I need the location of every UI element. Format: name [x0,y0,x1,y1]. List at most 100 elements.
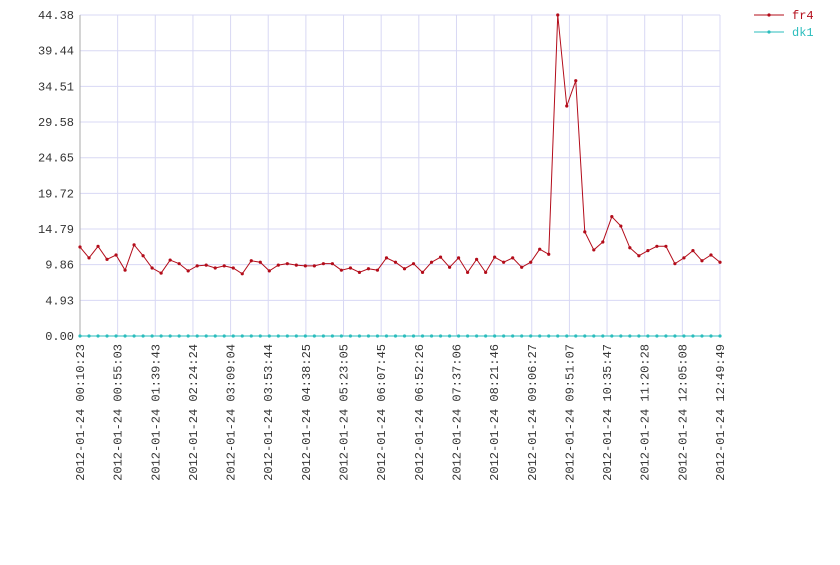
data-point [429,334,434,338]
data-point [511,334,515,338]
data-point [664,334,668,338]
data-point [673,334,677,338]
data-point [646,334,650,338]
data-point [330,334,334,338]
data-point [267,269,271,273]
data-point [502,334,506,338]
x-tick-label: 2012-01-24 04:38:25 [300,344,314,481]
data-point [682,334,686,338]
data-point [258,334,262,338]
legend-label: fr4 [792,9,814,23]
data-point [294,263,298,267]
data-point [502,260,506,264]
data-point [105,334,109,338]
data-point [222,264,226,268]
data-point [691,334,695,338]
data-point [303,264,307,268]
data-point [718,260,722,264]
data-point [114,253,118,257]
y-tick-label: 24.65 [38,152,74,166]
data-point [276,263,280,267]
data-point [132,334,136,338]
data-point [637,254,641,258]
y-tick-label: 19.72 [38,187,74,201]
data-point [240,334,244,338]
data-point [547,334,551,338]
data-point [619,334,623,338]
y-tick-label: 29.58 [38,116,74,130]
data-point [375,334,380,338]
data-point [601,240,605,244]
x-tick-label: 2012-01-24 00:10:23 [74,344,88,481]
x-tick-label: 2012-01-24 09:51:07 [563,344,577,481]
y-tick-label: 34.51 [38,80,74,94]
data-point [565,334,569,338]
data-point [574,334,578,338]
data-point [592,248,596,252]
data-point [168,334,172,338]
data-point [574,79,578,83]
data-point [258,260,262,264]
data-point [393,334,398,338]
data-point [583,230,587,234]
data-point [249,334,253,338]
data-point [312,334,316,338]
data-point [664,244,668,248]
data-point [339,334,344,338]
data-point [520,265,524,269]
x-tick-label: 2012-01-24 02:24:24 [187,344,201,481]
data-point [222,334,226,338]
data-point [285,262,289,266]
data-point [366,267,371,271]
data-point [96,244,100,248]
data-point [538,247,542,251]
series [78,334,722,338]
data-point [628,334,632,338]
data-point [123,268,127,272]
data-point [456,334,461,338]
y-tick-label: 14.79 [38,223,74,237]
data-point [610,215,614,219]
data-point [195,334,199,338]
legend-label: dk1 [792,26,814,40]
data-point [384,334,389,338]
data-point [141,254,145,258]
series [78,13,722,276]
data-point [231,334,235,338]
x-tick-label: 2012-01-24 00:55:03 [112,344,126,481]
data-point [87,256,91,260]
x-tick-label: 2012-01-24 05:23:05 [338,344,352,481]
data-point [276,334,280,338]
data-point [204,263,208,267]
x-tick-label: 2012-01-24 12:49:49 [714,344,728,481]
legend-marker [767,13,771,17]
data-point [466,334,470,338]
x-tick-label: 2012-01-24 01:39:43 [149,344,163,481]
data-point [159,271,163,275]
x-tick-label: 2012-01-24 07:37:06 [450,344,464,481]
data-point [583,334,587,338]
data-point [177,262,181,266]
data-point [213,334,217,338]
data-point [213,266,217,270]
data-point [628,246,632,250]
data-point [511,256,515,260]
data-point [330,262,334,266]
data-point [402,267,407,271]
data-point [195,264,199,268]
y-tick-label: 0.00 [45,330,74,344]
data-point [393,260,398,264]
data-point [682,256,686,260]
data-point [556,334,560,338]
y-tick-label: 39.44 [38,45,74,59]
data-point [357,334,362,338]
data-point [105,257,109,261]
x-tick-label: 2012-01-24 06:52:26 [413,344,427,481]
data-point [718,334,722,338]
data-point [402,334,407,338]
data-point [375,268,380,272]
data-point [619,224,623,228]
data-point [150,334,154,338]
data-point [303,334,307,338]
